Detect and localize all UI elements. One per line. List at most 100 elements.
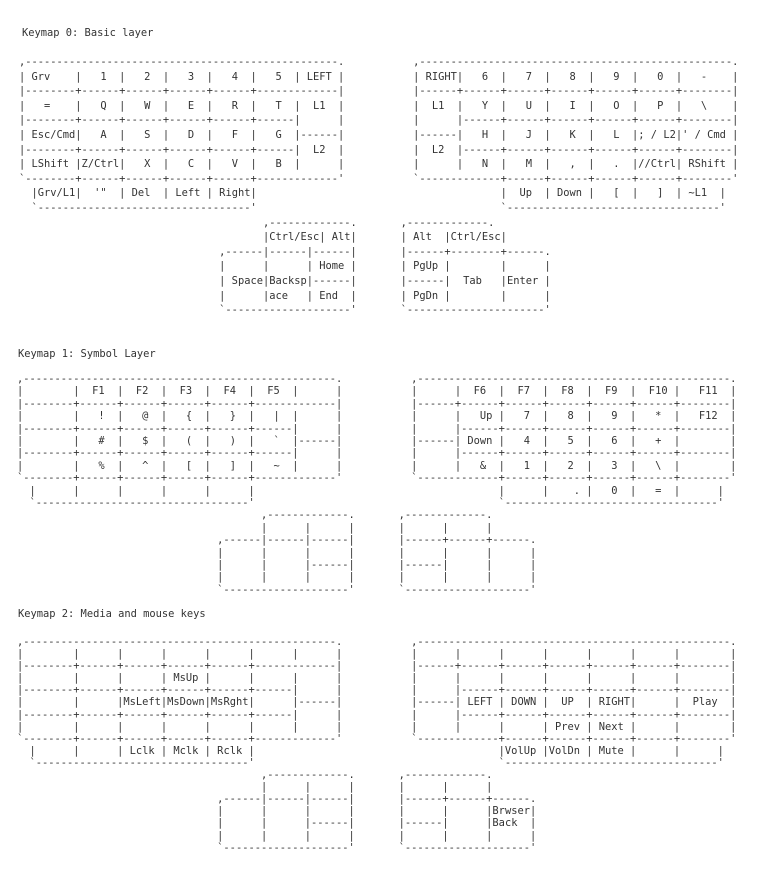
keymap-row: | PgUp | | |: [400, 260, 551, 273]
keymap-row: | | | |: [398, 829, 537, 842]
keymap-row: | | |: [398, 781, 493, 794]
keymap-row: `----------------------------------': [411, 756, 724, 769]
keymap-row: | | | |: [217, 829, 355, 842]
keymap-row: | |------+------+------+------+------+--…: [411, 684, 737, 697]
keymap-row: | L1 | Y | U | I | O | P | \ |: [413, 99, 739, 112]
keymap-row: | | F1 | F2 | F3 | F4 | F5 | |: [17, 385, 343, 398]
keymap-row: `-------------+------+------+------+----…: [413, 172, 739, 185]
layer-1-left-keymap: ,---------------------------------------…: [17, 373, 342, 509]
keymap-row: ,---------------------------------------…: [413, 56, 739, 68]
keymap-row: | |------+------+------+------+------+--…: [413, 114, 739, 127]
keymap-row: |VolUp |VolDn | Mute | | |: [411, 744, 724, 757]
keymap-row: | | |: [217, 781, 355, 794]
keymap-row: `----------------------': [400, 304, 551, 317]
keymap-row: | | | | | | | |: [411, 648, 737, 661]
keymap-row: | = | Q | W | E | R | T | L1 |: [19, 99, 345, 112]
keymap-row: ,------|------|------|: [219, 245, 357, 258]
keymap-row: |--------+------+------+------+------+--…: [17, 684, 343, 697]
keymap-row: |------+------+------+------+------+----…: [413, 85, 739, 98]
keymap-row: `--------+------+------+------+------+--…: [19, 172, 345, 185]
keymap-row: | | | | | | | |: [17, 648, 343, 661]
layer-1-right-keymap: ,---------------------------------------…: [411, 373, 736, 509]
keymap-row: ,-------------.: [217, 509, 355, 522]
layer-2-left-keymap: ,---------------------------------------…: [17, 636, 342, 769]
keymap-row: `-------------+------+------+------+----…: [411, 732, 737, 745]
keymap-row: | Grv | 1 | 2 | 3 | 4 | 5 | LEFT |: [19, 70, 345, 83]
keymap-row: |--------+------+------+------+------+--…: [17, 422, 343, 435]
keymap-row: `--------+------+------+------+------+--…: [17, 732, 343, 745]
keymap-row: ,------|------|------|: [217, 534, 355, 547]
keymap-row: | |------+------+------+------+------+--…: [411, 708, 737, 721]
keymap-row: |------+--------+------.: [400, 245, 551, 258]
keymap-row: |------+------+------+------+------+----…: [411, 397, 737, 410]
keymap-row: | |------+------+------+------+------+--…: [411, 447, 737, 460]
keymap-row: ,-------------.: [400, 216, 495, 229]
layer-0-thumb-left-keymap: ,-------------. |Ctrl/Esc| Alt| ,------|-…: [219, 216, 357, 318]
keymap-row: | Space|Backsp|------|: [219, 274, 357, 287]
keymap-row: | | # | $ | ( | ) | ` |------|: [17, 434, 343, 447]
layer-0-thumb-right-keymap: ,-------------. | Alt |Ctrl/Esc| |------+-…: [401, 216, 551, 318]
keymap-row: `--------------------': [217, 583, 355, 596]
keymap-row: |--------+------+------+------+------+--…: [17, 397, 343, 410]
keymap-row: | | % | ^ | [ | ] | ~ | |: [17, 459, 343, 472]
keymap-row: |--------+------+------+------+------+--…: [19, 143, 345, 156]
keymap-row: ,-------------.: [217, 769, 355, 782]
keymap-row: |------+------+------.: [398, 534, 537, 547]
keymap-row: `----------------------------------': [413, 201, 726, 214]
keymap-row: ,---------------------------------------…: [17, 373, 343, 385]
keymap-row: | | . | 0 | = | |: [411, 484, 724, 497]
keymap-row: | |------+------+------+------+------+--…: [411, 422, 737, 435]
layer-1-thumb-left-keymap: ,-------------. | | | ,------|------|----…: [217, 509, 355, 596]
keymap-row: | | |: [398, 521, 493, 534]
keymap-row: | |ace | End |: [219, 289, 357, 302]
layer-0-title: Keymap 0: Basic layer: [22, 27, 154, 39]
layer-0-left-keymap: ,---------------------------------------…: [19, 55, 344, 216]
layer-0-right-keymap: ,---------------------------------------…: [413, 55, 738, 216]
keymap-row: | | & | 1 | 2 | 3 | \ | |: [411, 459, 737, 472]
keymap-row: |------| Down | 4 | 5 | 6 | + | |: [411, 434, 737, 447]
layer-2-right-keymap: ,---------------------------------------…: [411, 636, 736, 769]
keymap-row: | | | |: [398, 571, 537, 584]
keymap-row: |--------+------+------+------+------+--…: [17, 708, 343, 721]
keymap-row: | PgDn | | |: [400, 289, 551, 302]
keymap-row: | | | |: [217, 805, 355, 818]
keymap-row: | Esc/Cmd| A | S | D | F | G |------|: [19, 128, 345, 141]
keymap-row: `-------------+------+------+------+----…: [411, 472, 737, 485]
keymap-row: | | |: [217, 521, 355, 534]
keymap-row: |------| Tab |Enter |: [400, 274, 551, 287]
keymap-row: | | |Brwser|: [398, 805, 537, 818]
keymap-row: | | |------|: [217, 558, 355, 571]
keymap-row: | | | |: [217, 571, 355, 584]
keymap-row: ,---------------------------------------…: [411, 373, 737, 385]
keymap-row: `--------------------': [398, 841, 537, 854]
keymap-row: |------+------+------.: [398, 793, 537, 806]
keymap-row: | Alt |Ctrl/Esc|: [400, 231, 507, 244]
keymap-row: `----------------------------------': [17, 496, 255, 509]
keymap-row: ,-------------.: [219, 216, 357, 229]
keymap-row: | | | |: [398, 546, 537, 559]
keymap-row: |Ctrl/Esc| Alt|: [219, 231, 357, 244]
layer-2-title: Keymap 2: Media and mouse keys: [18, 608, 206, 620]
keymap-row: | | | | MsUp | | | |: [17, 672, 343, 685]
keymap-row: | RIGHT| 6 | 7 | 8 | 9 | 0 | - |: [413, 70, 739, 83]
keymap-row: `--------+------+------+------+------+--…: [17, 472, 343, 485]
keymap-row: | | |MsLeft|MsDown|MsRght| |------|: [17, 696, 343, 709]
keymap-row: `----------------------------------': [19, 201, 257, 214]
keymap-row: `----------------------------------': [17, 756, 255, 769]
keymap-row: | | | Home |: [219, 260, 357, 273]
keymap-row: `--------------------': [398, 583, 537, 596]
keymap-row: | | | | Prev | Next | | |: [411, 720, 737, 733]
keymap-row: |------| LEFT | DOWN | UP | RIGHT| | Pla…: [411, 696, 737, 709]
keymap-row: | | | Lclk | Mclk | Rclk |: [17, 744, 255, 757]
keymap-row: | LShift |Z/Ctrl| X | C | V | B | |: [19, 158, 345, 171]
keymap-row: |------| H | J | K | L |; / L2|' / Cmd |: [413, 128, 739, 141]
keymap-row: | | | | | | | |: [411, 672, 737, 685]
keymap-row: |--------+------+------+------+------+--…: [19, 85, 345, 98]
keymap-row: |------| | |: [398, 558, 537, 571]
keymap-row: |------| |Back |: [398, 817, 537, 830]
keymap-row: |------+------+------+------+------+----…: [411, 660, 737, 673]
keymap-row: |Grv/L1| '" | Del | Left | Right|: [19, 187, 257, 200]
keymap-row: ,------|------|------|: [217, 793, 355, 806]
keymap-row: ,---------------------------------------…: [17, 636, 343, 648]
keymap-row: |--------+------+------+------+------+--…: [17, 660, 343, 673]
